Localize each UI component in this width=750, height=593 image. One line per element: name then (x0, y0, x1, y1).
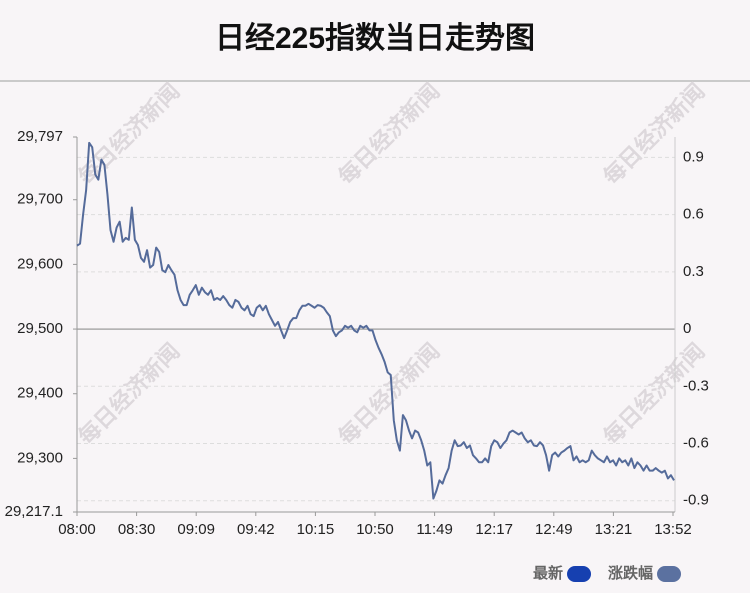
y2-tick-label: 0.6 (683, 206, 704, 223)
x-tick-label: 10:50 (356, 521, 394, 538)
y-tick-label: 29,600 (17, 255, 63, 272)
y2-tick-label: 0.3 (683, 263, 704, 280)
y2-tick-label: -0.6 (683, 434, 709, 451)
price-line (76, 141, 675, 500)
y-tick-label: 29,797 (17, 128, 63, 145)
x-tick-label: 11:49 (416, 521, 452, 538)
x-tick-label: 12:17 (475, 521, 513, 538)
legend-swatch (567, 566, 592, 582)
x-tick-label: 10:15 (297, 521, 335, 538)
x-tick-label: 13:21 (595, 521, 633, 538)
x-tick-label: 09:09 (177, 521, 215, 538)
y2-tick-label: -0.9 (683, 492, 709, 509)
x-tick-label: 09:42 (237, 521, 275, 538)
x-tick-label: 12:49 (535, 521, 573, 538)
y2-tick-label: 0 (683, 320, 691, 337)
x-tick-label: 08:00 (58, 521, 96, 538)
y-tick-label: 29,500 (17, 320, 63, 337)
x-tick-label: 08:30 (118, 521, 156, 538)
y2-tick-label: 0.9 (683, 148, 704, 165)
x-tick-label: 13:52 (654, 521, 692, 538)
chart-title: 日经225指数当日走势图 (215, 21, 535, 55)
y-tick-label: 29,300 (17, 449, 63, 466)
legend-label: 最新 (533, 564, 563, 582)
legend-label: 涨跌幅 (608, 564, 653, 582)
y-tick-label: 29,700 (17, 191, 63, 208)
legend-swatch (657, 566, 682, 582)
y-tick-label: 29,400 (17, 385, 63, 402)
y2-tick-label: -0.3 (683, 377, 709, 394)
y-tick-label: 29,217.1 (5, 503, 63, 520)
